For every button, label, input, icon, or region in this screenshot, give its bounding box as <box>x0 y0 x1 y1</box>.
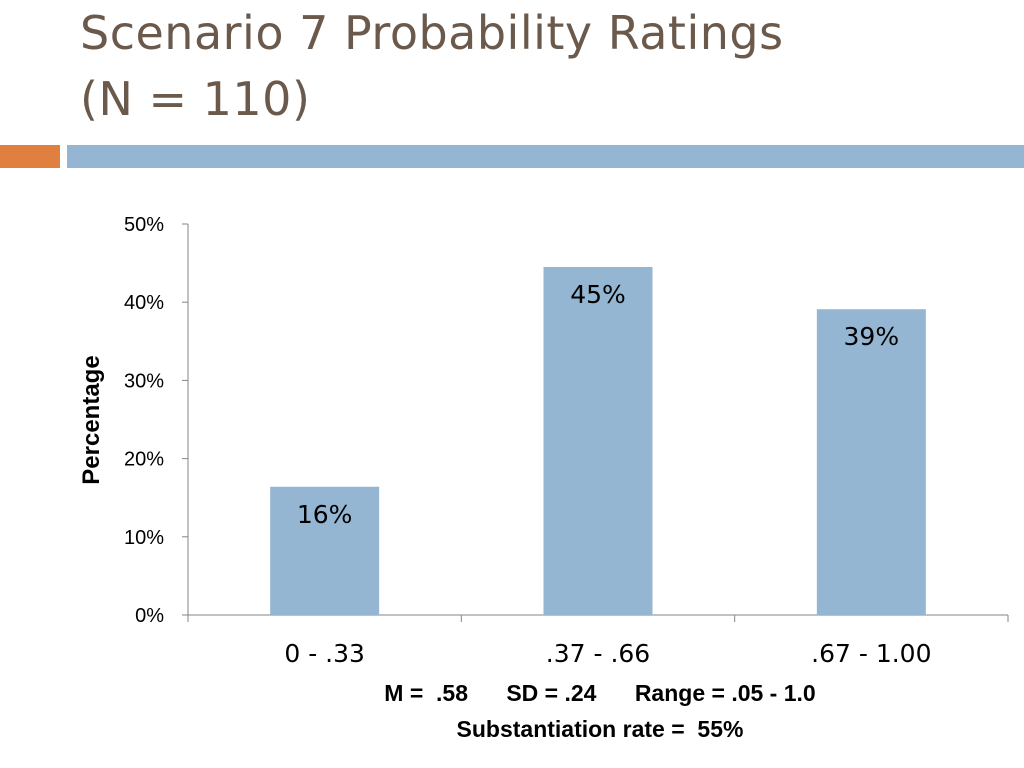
x-category-label: 0 - .33 <box>284 639 365 668</box>
accent-bar-orange <box>0 145 60 168</box>
y-tick-label: 40% <box>124 292 164 314</box>
y-tick-label: 0% <box>135 605 164 627</box>
bar <box>543 267 653 615</box>
y-axis-title: Percentage <box>78 355 105 484</box>
accent-bar-blue <box>67 145 1024 168</box>
bar <box>816 309 926 615</box>
y-tick-label: 30% <box>124 370 164 392</box>
bar-data-label: 16% <box>297 500 353 529</box>
y-tick-label: 50% <box>124 214 164 236</box>
title-line-1: Scenario 7 Probability Ratings <box>80 6 784 60</box>
y-tick-label: 10% <box>124 527 164 549</box>
x-category-label: .37 - .66 <box>546 639 650 668</box>
substantiation-caption: Substantiation rate = 55% <box>456 716 744 742</box>
bar-data-label: 39% <box>844 322 900 351</box>
stats-caption: M = .58 SD = .24 Range = .05 - 1.0 <box>384 680 816 706</box>
y-tick-label: 20% <box>124 449 164 471</box>
bar-data-label: 45% <box>570 280 626 309</box>
title-line-2: (N = 110) <box>80 72 311 126</box>
x-category-label: .67 - 1.00 <box>811 639 931 668</box>
slide-title: Scenario 7 Probability Ratings (N = 110) <box>80 0 980 132</box>
bar <box>270 486 380 615</box>
